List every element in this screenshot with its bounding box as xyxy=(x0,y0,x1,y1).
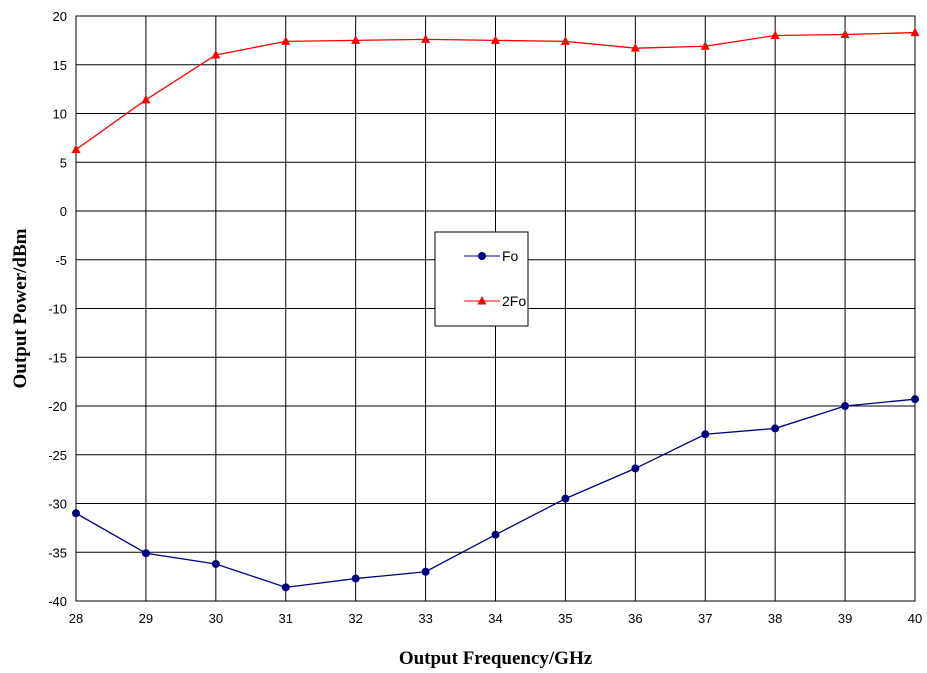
plot-area xyxy=(75,15,916,602)
x-axis-label: Output Frequency/GHz xyxy=(399,648,593,669)
y-tick-label: -25 xyxy=(48,448,67,463)
legend-triangle-marker xyxy=(477,296,487,305)
data-point xyxy=(351,574,360,583)
data-point xyxy=(141,94,151,104)
legend-circle-marker xyxy=(478,252,486,260)
data-point xyxy=(770,30,780,39)
y-tick-label: -35 xyxy=(48,545,67,560)
y-tick-label: 10 xyxy=(53,107,67,122)
x-tick-label: 40 xyxy=(908,611,922,626)
data-point xyxy=(631,464,640,473)
y-tick-label: -40 xyxy=(48,594,67,609)
data-point xyxy=(630,43,640,52)
data-point xyxy=(910,27,920,37)
x-tick-label: 35 xyxy=(558,611,572,626)
x-tick-label: 34 xyxy=(488,611,502,626)
x-tick-label: 28 xyxy=(69,611,83,626)
data-point xyxy=(211,559,220,568)
data-point xyxy=(421,567,430,576)
y-tick-label: -15 xyxy=(48,350,67,365)
data-point xyxy=(141,549,150,558)
data-point xyxy=(701,430,710,439)
series-fo xyxy=(72,395,919,592)
x-tick-label: 36 xyxy=(628,611,642,626)
y-tick-label: 15 xyxy=(53,58,67,73)
data-point xyxy=(71,144,81,154)
y-tick-label: -5 xyxy=(55,253,67,268)
x-tick-label: 37 xyxy=(698,611,712,626)
data-point xyxy=(911,395,919,404)
data-point xyxy=(771,424,780,433)
data-point xyxy=(351,35,361,44)
legend-label: Fo xyxy=(502,248,519,264)
data-point xyxy=(281,36,291,45)
y-tick-label: -10 xyxy=(48,302,67,317)
x-tick-label: 29 xyxy=(139,611,153,626)
x-tick-label: 39 xyxy=(838,611,852,626)
data-point xyxy=(211,50,221,59)
y-tick-label: 20 xyxy=(53,9,67,24)
y-tick-label: 5 xyxy=(60,155,67,170)
series-2fo xyxy=(71,27,920,154)
legend: Fo 2Fo xyxy=(434,231,529,327)
data-point xyxy=(841,402,850,410)
x-tick-label: 38 xyxy=(768,611,782,626)
series-layer xyxy=(71,27,920,592)
y-axis-label: Output Power/dBm xyxy=(10,228,31,388)
x-tick-label: 33 xyxy=(418,611,432,626)
x-tick-label: 31 xyxy=(279,611,293,626)
data-point xyxy=(421,34,431,43)
tick-labels: 28 29 30 31 32 33 34 35 36 37 38 39 40 20 15 10 5 0 -5 -10 -… xyxy=(48,9,922,626)
x-tick-label: 30 xyxy=(209,611,223,626)
y-tick-label: -30 xyxy=(48,497,67,512)
y-tick-label: 0 xyxy=(60,204,67,219)
data-point xyxy=(491,35,500,44)
x-tick-label: 32 xyxy=(348,611,362,626)
data-point xyxy=(561,494,570,503)
legend-entry-fo: Fo xyxy=(464,248,519,264)
data-point xyxy=(840,29,850,39)
data-point xyxy=(560,36,570,45)
legend-label: 2Fo xyxy=(502,293,526,309)
data-point xyxy=(281,583,290,592)
data-point xyxy=(491,530,500,539)
data-point xyxy=(700,41,710,50)
legend-box xyxy=(434,231,529,327)
y-tick-label: -20 xyxy=(48,399,67,414)
legend-entry-2fo: 2Fo xyxy=(464,293,526,309)
data-point xyxy=(72,509,80,518)
